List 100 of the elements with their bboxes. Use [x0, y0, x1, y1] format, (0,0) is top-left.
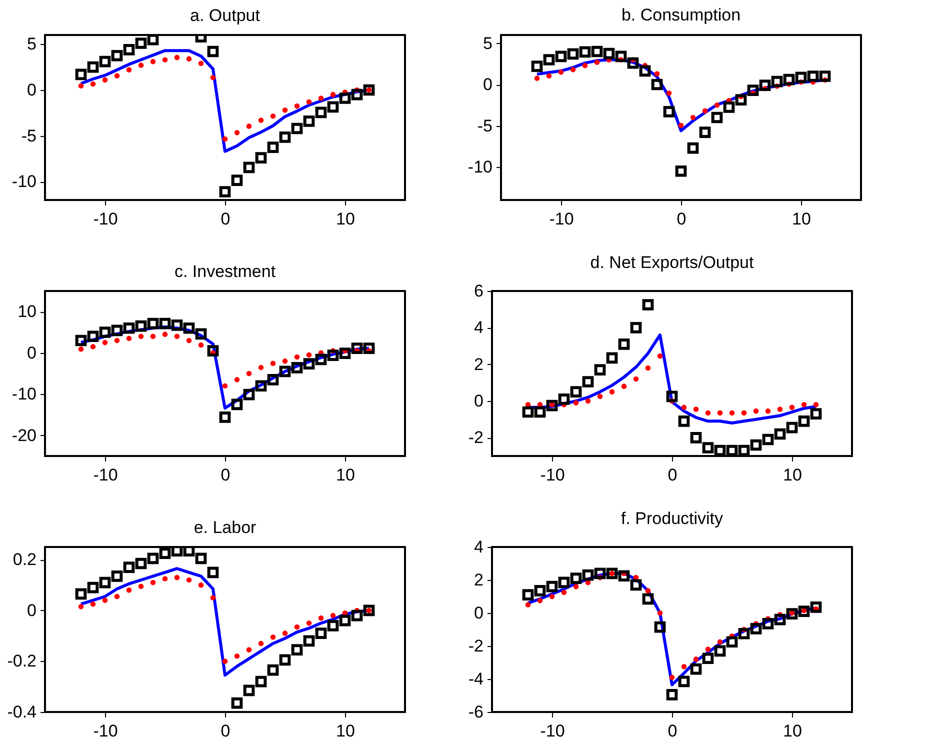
point	[591, 46, 603, 58]
point	[195, 328, 207, 340]
point	[327, 620, 339, 632]
point	[531, 60, 543, 72]
point	[210, 74, 216, 80]
point	[294, 103, 300, 109]
point	[162, 332, 168, 337]
point	[114, 594, 120, 600]
point	[747, 84, 759, 96]
point	[597, 394, 603, 400]
point	[162, 57, 168, 62]
point	[594, 568, 606, 580]
chart-title: c. Investment	[174, 262, 276, 281]
y-tick-label: 5	[483, 34, 492, 53]
point	[693, 406, 699, 412]
point	[270, 113, 276, 119]
point	[186, 56, 192, 62]
x-tick-label: 10	[336, 466, 355, 484]
point	[759, 80, 771, 92]
point	[717, 639, 723, 645]
point	[705, 410, 711, 416]
point	[627, 57, 639, 69]
point	[186, 338, 192, 344]
point	[339, 348, 351, 359]
point	[630, 322, 642, 334]
x-tick-label: -10	[549, 210, 574, 228]
point	[291, 122, 303, 134]
point	[150, 58, 156, 64]
point	[303, 635, 315, 647]
y-tick-label: -5	[21, 126, 36, 146]
point	[279, 654, 291, 666]
chart-title: e. Labor	[194, 518, 257, 537]
point	[609, 389, 615, 394]
y-tick-label: 0	[27, 80, 36, 100]
point	[351, 610, 363, 622]
point	[198, 60, 204, 66]
point	[222, 658, 228, 664]
point	[663, 106, 675, 118]
point	[639, 65, 651, 77]
point	[75, 334, 87, 346]
point	[723, 102, 735, 113]
point	[111, 324, 123, 336]
point	[102, 340, 108, 346]
point	[246, 647, 252, 652]
point	[195, 552, 207, 564]
y-tick-label: 0	[474, 392, 484, 410]
point	[549, 594, 555, 600]
point	[267, 374, 279, 386]
point	[147, 318, 159, 330]
point	[303, 358, 315, 370]
point	[294, 624, 300, 630]
point	[570, 572, 582, 584]
x-tick-label: -10	[540, 466, 565, 484]
x-tick-label: 10	[792, 210, 811, 228]
point	[522, 406, 534, 418]
point	[801, 402, 807, 408]
point	[687, 142, 699, 154]
point	[813, 402, 819, 408]
point	[207, 566, 219, 578]
point	[291, 362, 303, 374]
y-tick-label: 0	[474, 604, 484, 622]
point	[534, 76, 540, 81]
point	[234, 130, 240, 136]
point	[798, 415, 810, 427]
y-tick-label: 4	[474, 538, 484, 556]
point	[171, 547, 183, 556]
point	[678, 122, 684, 128]
point	[765, 408, 771, 414]
point	[234, 654, 240, 659]
point	[231, 174, 243, 186]
point	[123, 44, 135, 56]
point	[714, 102, 720, 108]
point	[315, 354, 327, 366]
point	[90, 601, 96, 607]
y-tick-label: -0.2	[7, 652, 36, 671]
point	[606, 568, 618, 580]
point	[150, 580, 156, 586]
point	[546, 580, 558, 592]
x-tick-label: 0	[676, 210, 686, 228]
point	[561, 590, 567, 596]
point	[702, 108, 708, 114]
point	[339, 92, 351, 104]
point	[78, 604, 84, 610]
point	[255, 380, 267, 392]
y-tick-label: -0.4	[7, 702, 36, 722]
point	[573, 584, 579, 590]
point	[645, 588, 651, 594]
point	[579, 46, 591, 58]
x-tick-label: -10	[540, 722, 565, 740]
x-tick-label: 0	[668, 466, 678, 484]
y-tick-label: 0	[483, 75, 492, 94]
point	[363, 342, 375, 354]
y-tick-label: -2	[468, 428, 484, 448]
point	[243, 388, 255, 400]
point	[558, 576, 570, 588]
point	[123, 322, 135, 334]
point	[690, 114, 696, 120]
x-tick-label: 0	[220, 466, 230, 484]
point	[75, 588, 87, 600]
point	[558, 393, 570, 405]
